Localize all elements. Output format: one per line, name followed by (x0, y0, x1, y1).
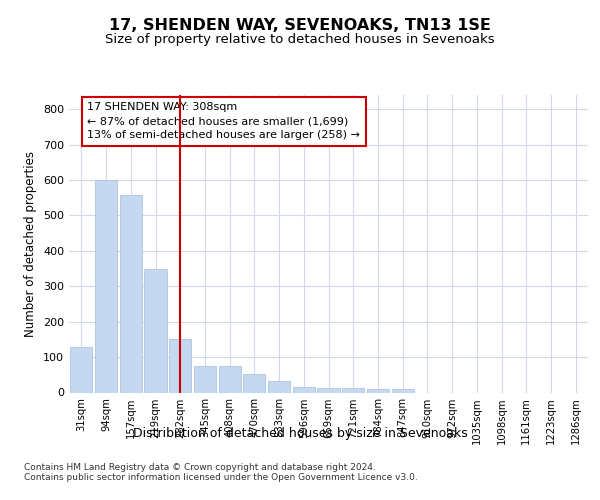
Bar (70, 347, 92, 393)
Text: Contains HM Land Registry data © Crown copyright and database right 2024.
Contai: Contains HM Land Registry data © Crown c… (24, 462, 418, 482)
Text: 17, SHENDEN WAY, SEVENOAKS, TN13 1SE: 17, SHENDEN WAY, SEVENOAKS, TN13 1SE (109, 18, 491, 32)
Bar (218, 366, 241, 392)
Bar (293, 387, 315, 392)
Bar (194, 366, 216, 392)
Bar (367, 389, 389, 392)
Bar (342, 388, 364, 392)
Bar (317, 388, 340, 392)
Text: Distribution of detached houses by size in Sevenoaks: Distribution of detached houses by size … (133, 428, 467, 440)
Bar (169, 340, 191, 392)
Text: 17 SHENDEN WAY: 308sqm
← 87% of detached houses are smaller (1,699)
13% of semi-: 17 SHENDEN WAY: 308sqm ← 87% of detached… (87, 102, 360, 141)
Bar (268, 381, 290, 392)
Text: Size of property relative to detached houses in Sevenoaks: Size of property relative to detached ho… (105, 32, 495, 46)
Bar (243, 374, 265, 392)
Y-axis label: Number of detached properties: Number of detached properties (25, 151, 37, 337)
Bar (119, 195, 142, 392)
Bar (392, 389, 414, 392)
Bar (95, 180, 117, 392)
Bar (145, 269, 167, 392)
